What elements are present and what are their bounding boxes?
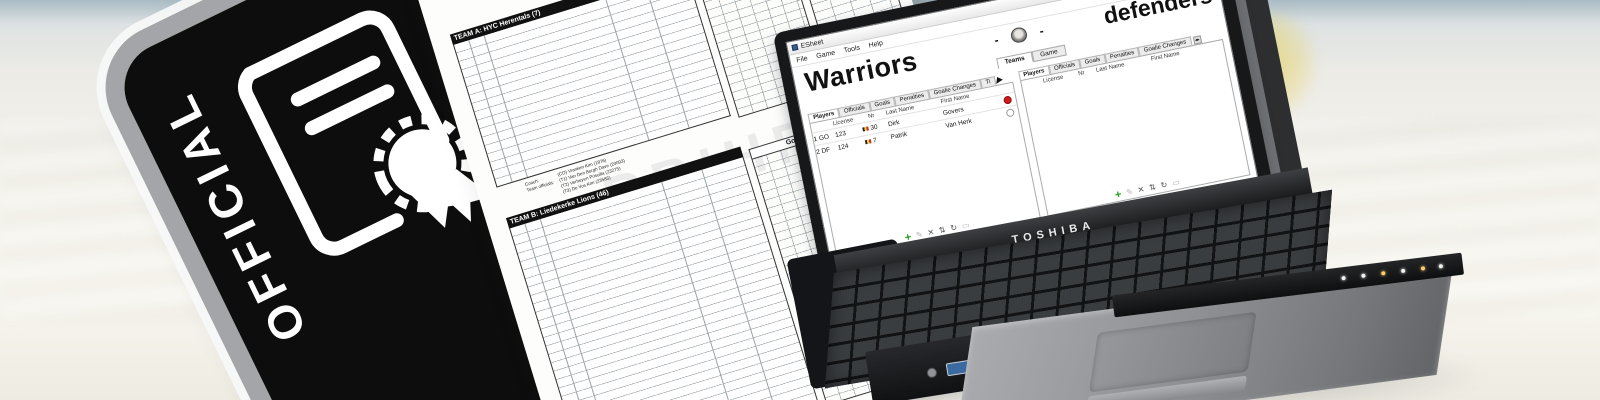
mouse-cursor-icon — [996, 76, 1003, 85]
away-team-name: defenders — [1101, 0, 1215, 29]
led-indicator — [1438, 264, 1444, 269]
led-indicator — [1341, 275, 1346, 281]
col-nr: Nr — [1077, 70, 1086, 78]
flag-icon — [864, 139, 872, 145]
status-dot-red — [1002, 95, 1013, 105]
flag-icon — [862, 126, 869, 132]
certificate-icon — [237, 10, 492, 256]
delete-button[interactable]: ✕ — [1136, 184, 1146, 195]
window-title: ESheet — [800, 38, 824, 50]
led-indicator — [1400, 268, 1406, 274]
col-license: License — [1042, 74, 1065, 85]
sort-button[interactable]: ⇅ — [1148, 181, 1157, 193]
tab-game[interactable]: Game — [1031, 44, 1067, 63]
led-indicator — [1381, 271, 1386, 276]
menu-game[interactable]: Game — [815, 49, 836, 60]
led-indicator — [1361, 273, 1366, 278]
status-dot-gray — [1005, 108, 1015, 118]
away-score: - — [1038, 23, 1045, 38]
score-display: - - — [993, 23, 1045, 48]
esheet-logo-icon — [1009, 26, 1029, 44]
rbihf-logo — [431, 0, 465, 3]
official-badge: OFFICIAL — [84, 0, 704, 400]
tab-teams[interactable]: Teams — [995, 51, 1034, 70]
led-indicator — [1420, 266, 1426, 271]
home-score: - — [993, 32, 1000, 47]
refresh-button[interactable]: ↻ — [1159, 179, 1169, 190]
add-button[interactable]: + — [1113, 187, 1123, 201]
esheet-window-icon — [791, 43, 799, 51]
menu-file[interactable]: File — [795, 54, 809, 64]
export-button[interactable]: ▭ — [1171, 177, 1181, 188]
power-port — [926, 367, 938, 379]
edit-button[interactable]: ✎ — [1125, 186, 1134, 197]
menu-tools[interactable]: Tools — [843, 44, 861, 55]
menu-help[interactable]: Help — [868, 39, 884, 50]
